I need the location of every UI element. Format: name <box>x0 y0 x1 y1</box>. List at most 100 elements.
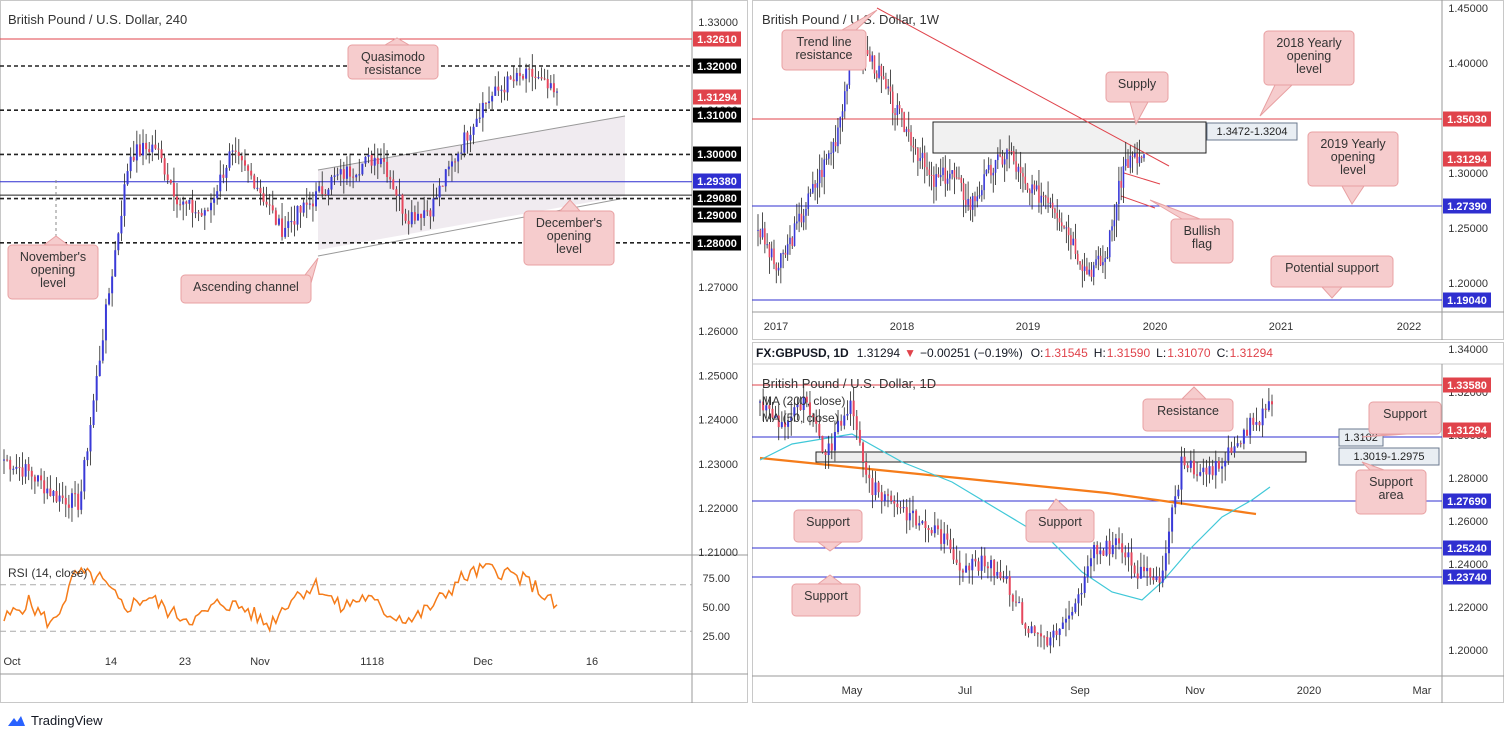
candle-weekly-body <box>846 85 848 92</box>
candle-daily-body <box>1252 417 1255 425</box>
candle-4h-body <box>231 150 234 152</box>
level-badge: 1.28000 <box>697 238 737 250</box>
candle-daily-body <box>902 507 905 509</box>
candle-weekly-body <box>1008 149 1011 152</box>
callout-potential-support: Potential support <box>1270 255 1394 299</box>
panel-border <box>0 0 748 703</box>
price-tick-label: 1.23000 <box>698 459 738 471</box>
candle-4h-body <box>432 198 435 217</box>
callout-support-3-text: Support <box>806 515 850 529</box>
candle-4h-body <box>151 144 154 153</box>
candle-daily-body <box>1077 594 1080 604</box>
level-badge: 1.19040 <box>1447 295 1487 307</box>
candle-weekly-body <box>1118 180 1120 204</box>
candle-weekly-body <box>839 117 842 128</box>
candle-4h-body <box>454 161 457 163</box>
candle-weekly-body <box>1083 266 1086 272</box>
candle-weekly-body <box>933 175 935 187</box>
candle-4h-body <box>114 250 117 277</box>
candle-daily-body <box>843 415 846 426</box>
level-badge: 1.27390 <box>1447 201 1487 213</box>
candle-daily-body <box>986 566 989 569</box>
candle-4h-body <box>491 95 494 102</box>
candle-daily-body <box>1196 474 1199 476</box>
candle-weekly-body <box>800 213 803 223</box>
candle-weekly-body <box>928 169 931 175</box>
candle-4h-body <box>556 91 558 93</box>
candle-4h-body <box>497 86 500 91</box>
callout-flag-text: flag <box>1192 237 1212 251</box>
candle-weekly-body <box>905 129 908 132</box>
candle-weekly-body <box>937 174 940 178</box>
candle-daily-body <box>808 402 811 415</box>
support-area-zone <box>815 451 1307 463</box>
legend-label: MA (50, close) <box>762 411 839 425</box>
candle-4h-body <box>3 459 5 461</box>
candle-weekly-body <box>828 153 830 159</box>
callout-support-4-text: Support <box>804 589 848 603</box>
candle-4h-body <box>209 202 212 211</box>
candle-weekly-body <box>805 208 807 216</box>
candle-weekly-body <box>1106 257 1109 259</box>
candle-daily-body <box>777 415 780 428</box>
candle-4h-body <box>67 504 70 508</box>
candle-daily-body <box>1211 466 1214 476</box>
time-tick-label: May <box>842 685 863 697</box>
header-value: L: <box>1156 346 1166 360</box>
rsi-tick-label: 25.00 <box>702 631 730 643</box>
candle-4h-body <box>552 83 555 93</box>
callout-resistance: Resistance <box>1142 386 1234 432</box>
candle-4h-body <box>117 233 120 251</box>
candle-daily-body <box>1043 636 1046 638</box>
candle-daily-body <box>771 408 774 418</box>
candle-weekly-body <box>782 252 784 254</box>
time-tick-label: 2019 <box>1016 321 1040 333</box>
candle-weekly-body <box>759 229 762 238</box>
candle-weekly-body <box>1006 149 1008 160</box>
time-tick-label: 2018 <box>890 321 914 333</box>
candle-4h-body <box>268 204 271 206</box>
candle-daily-body <box>852 400 855 417</box>
callout-channel-text: Ascending channel <box>193 280 299 294</box>
candle-weekly-body <box>1065 227 1068 229</box>
candle-4h-body <box>213 198 216 203</box>
candle-4h-body <box>438 185 441 198</box>
callout-december-text: opening <box>547 229 592 243</box>
candle-weekly-body <box>1054 208 1056 213</box>
candle-4h-body <box>123 184 126 216</box>
candle-daily-body <box>999 571 1002 579</box>
candle-daily-body <box>1224 460 1227 467</box>
candle-4h-body <box>265 201 268 205</box>
price-tick-label: 1.22000 <box>698 503 738 515</box>
candle-4h-body <box>333 175 336 177</box>
price-tick-label: 1.22000 <box>1448 602 1488 614</box>
candle-daily-body <box>899 507 902 509</box>
candle-daily-body <box>1089 558 1092 567</box>
candle-daily-body <box>955 559 958 563</box>
callout-supply-box <box>1105 71 1169 103</box>
tradingview-brand[interactable]: TradingView <box>4 710 103 730</box>
candle-4h-body <box>435 197 438 199</box>
candle-daily-body <box>961 570 964 573</box>
candle-daily-body <box>815 417 818 424</box>
candle-4h-body <box>36 475 39 482</box>
candle-weekly-body <box>786 244 789 255</box>
candle-daily-body <box>1064 618 1067 623</box>
candle-4h-body <box>342 169 345 179</box>
candle-daily-body <box>918 523 921 526</box>
candle-daily-body <box>765 405 768 411</box>
level-badge-bg <box>693 89 741 105</box>
candle-4h-body <box>457 153 460 162</box>
candle-daily-body <box>1083 577 1086 593</box>
time-tick-label: Oct <box>3 656 20 668</box>
candle-daily-body <box>968 565 971 571</box>
candle-weekly-body <box>907 129 910 133</box>
rsi-label: RSI (14, close) <box>8 566 87 580</box>
channel-upper <box>317 115 626 171</box>
candle-4h-body <box>40 475 43 481</box>
candle-daily-body <box>1058 628 1061 635</box>
candle-daily-body <box>877 482 880 493</box>
candle-weekly-body <box>1092 265 1095 277</box>
candle-weekly-body <box>994 160 997 173</box>
candle-daily-body <box>774 415 777 418</box>
